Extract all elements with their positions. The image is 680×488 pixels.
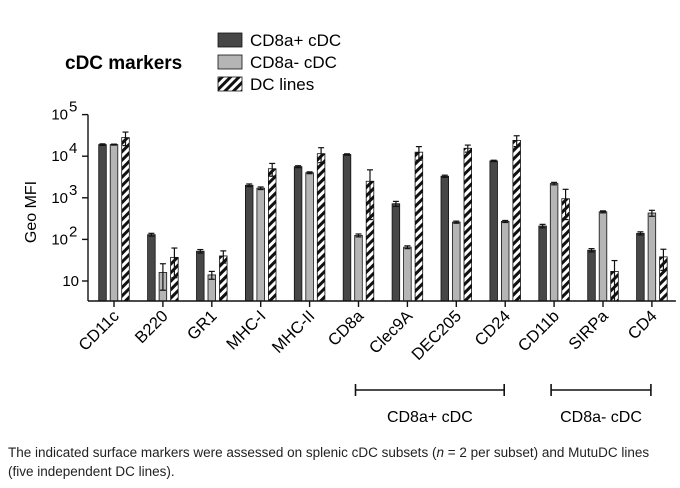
- y-tick-label: 10: [62, 273, 79, 290]
- legend-swatch: [217, 76, 243, 92]
- legend-label: CD8a- cDC: [250, 53, 337, 72]
- bar: [305, 172, 314, 302]
- bar: [440, 175, 449, 302]
- bar: [538, 225, 547, 302]
- x-tick-label: GR1: [184, 307, 221, 344]
- caption-n-symbol: n: [436, 445, 444, 460]
- bar: [147, 234, 156, 302]
- chart-title: cDC markers: [65, 53, 182, 74]
- bar: [598, 211, 608, 302]
- bar: [316, 153, 326, 302]
- y-tick-base: 10: [51, 107, 68, 124]
- group-brackets: CD8a+ cDC CD8a- cDC: [354, 384, 652, 426]
- bar: [267, 168, 277, 302]
- figure-caption: The indicated surface markers were asses…: [8, 443, 676, 481]
- legend: CD8a+ cDC CD8a- cDC DC lines: [217, 31, 341, 94]
- bar: [647, 212, 657, 302]
- bar: [452, 221, 461, 302]
- x-tick-label: CD11c: [75, 307, 123, 355]
- bar: [549, 183, 559, 302]
- legend-label: CD8a+ cDC: [250, 31, 341, 50]
- legend-swatch: [217, 54, 243, 70]
- bar: [489, 160, 498, 302]
- bar: [342, 154, 352, 302]
- bar: [500, 221, 510, 302]
- bar: [414, 151, 424, 302]
- y-tick-label: 10: [51, 107, 68, 124]
- y-tick-exponent: 2: [69, 223, 77, 240]
- y-tick-label: 10: [51, 190, 68, 207]
- y-tick-label: 10: [51, 148, 68, 165]
- bar: [109, 144, 119, 302]
- legend-label: DC lines: [250, 75, 314, 94]
- bar: [403, 246, 412, 302]
- caption-part2: = 2 per subset) and MutuDC lines (five i…: [8, 445, 650, 479]
- bar: [354, 234, 363, 302]
- y-axis-label: Geo MFI: [23, 181, 40, 243]
- bar: [256, 187, 265, 302]
- bar: [98, 144, 107, 302]
- bar: [512, 139, 521, 302]
- x-tick-label: DEC205: [408, 307, 465, 364]
- y-tick-label: 10: [51, 231, 68, 248]
- caption-part1: The indicated surface markers were asses…: [8, 445, 437, 460]
- x-tick-label: MHC-I: [223, 307, 269, 353]
- x-tick-label: CD4: [625, 307, 661, 343]
- x-tick-label: CD8a: [325, 307, 368, 350]
- bar: [636, 232, 645, 302]
- y-tick-base: 10: [62, 273, 79, 290]
- bar: [391, 203, 401, 302]
- legend-swatch: [217, 32, 243, 48]
- x-tick-label: SIRPa: [565, 307, 612, 354]
- y-tick-exponent: 4: [69, 140, 77, 157]
- bar: [587, 249, 596, 302]
- bars: [98, 131, 668, 302]
- y-tick-exponent: 5: [69, 99, 77, 116]
- x-tick-label: B220: [132, 307, 172, 347]
- bar: [244, 184, 254, 302]
- y-tick-base: 10: [51, 190, 68, 207]
- bar: [463, 147, 472, 302]
- y-tick-base: 10: [51, 148, 68, 165]
- x-tick-label: MHC-II: [269, 307, 319, 357]
- bar-chart: cDC markers CD8a+ cDC CD8a- cDC DC lines G…: [23, 31, 676, 426]
- group-label: CD8a+ cDC: [387, 409, 473, 426]
- bar: [293, 166, 303, 302]
- y-tick-exponent: 3: [69, 182, 77, 199]
- bar: [121, 137, 130, 302]
- group-label: CD8a- cDC: [560, 409, 642, 426]
- bar: [196, 250, 205, 302]
- x-tick-label: CD24: [471, 307, 514, 350]
- y-tick-base: 10: [51, 231, 68, 248]
- x-tick-label: CD11b: [515, 307, 563, 355]
